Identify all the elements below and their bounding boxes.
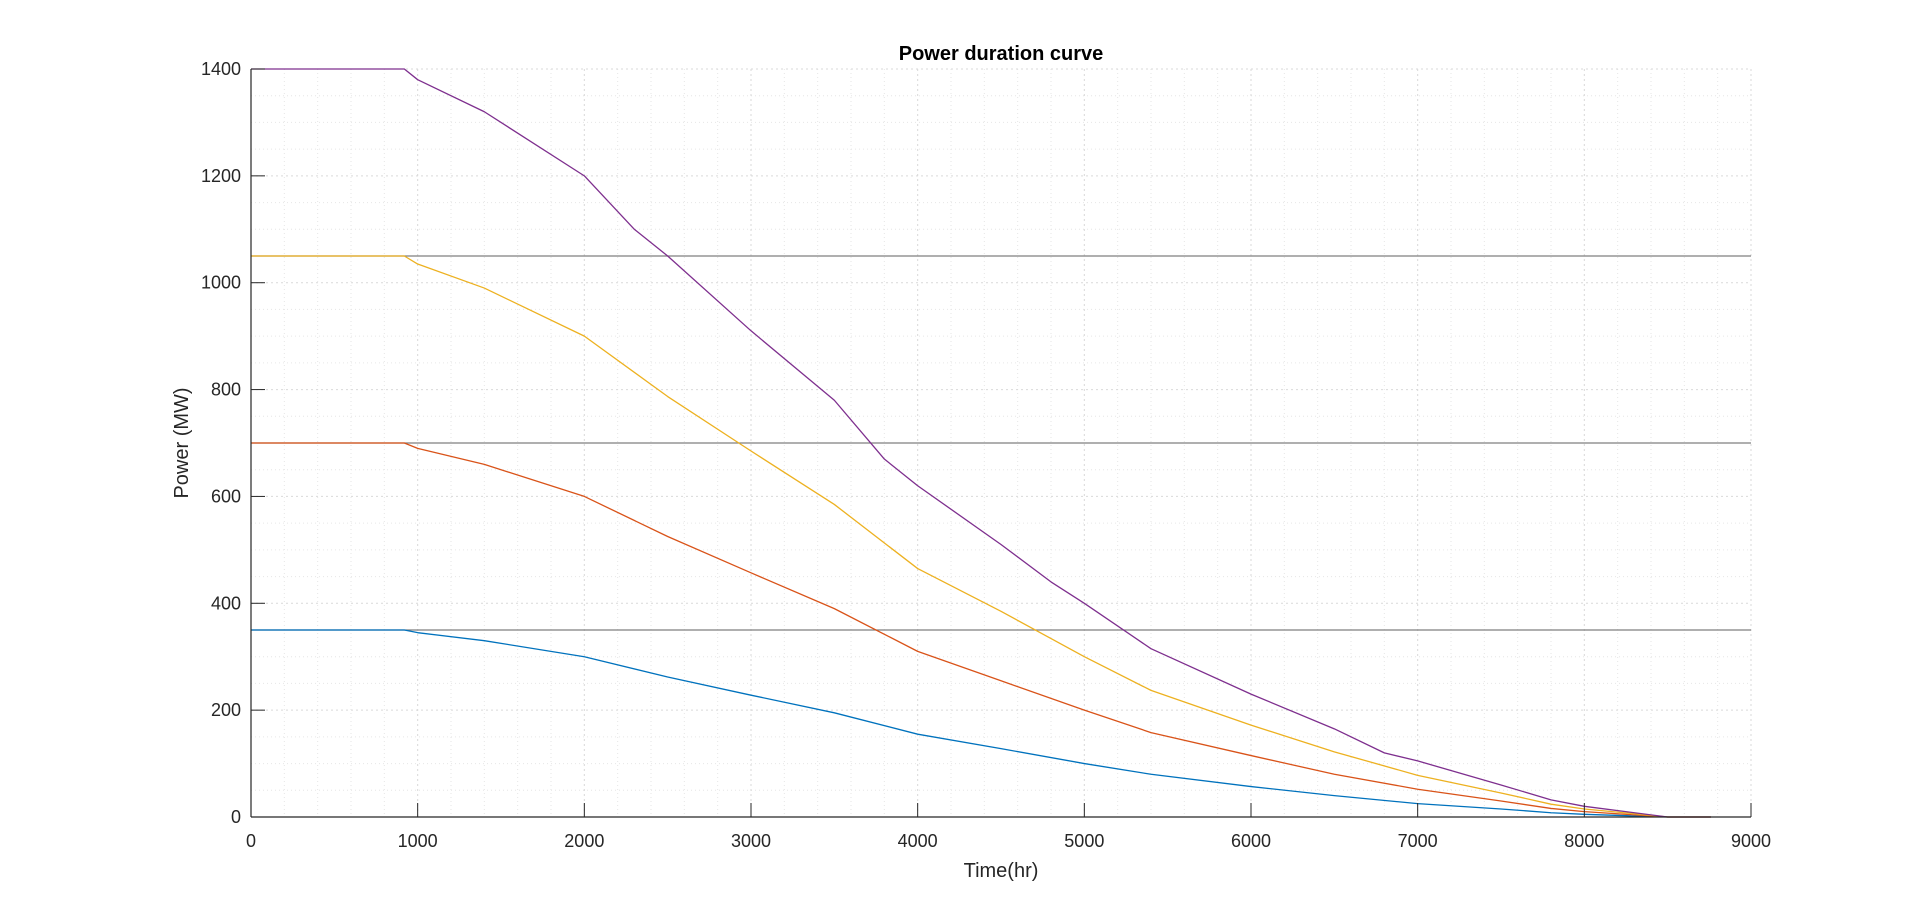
- x-tick-label: 9000: [1731, 831, 1771, 851]
- x-axis-label: Time(hr): [964, 860, 1039, 882]
- x-tick-label: 3000: [731, 831, 771, 851]
- minor-grid: [251, 69, 1751, 817]
- x-tick-label: 4000: [898, 831, 938, 851]
- y-tick-label: 1400: [201, 59, 241, 79]
- x-tick-label: 1000: [398, 831, 438, 851]
- x-tick-label: 0: [246, 831, 256, 851]
- y-tick-label: 600: [211, 486, 241, 506]
- x-tick-label: 7000: [1398, 831, 1438, 851]
- axes: [250, 69, 1751, 818]
- series-line-3: [251, 255, 1711, 818]
- x-tick-label: 6000: [1231, 831, 1271, 851]
- series-line-4: [251, 68, 1711, 818]
- series-lines: [251, 68, 1711, 818]
- x-tick-label: 8000: [1564, 831, 1604, 851]
- reference-lines: [251, 255, 1751, 631]
- x-tick-label: 5000: [1064, 831, 1104, 851]
- y-tick-label: 1200: [201, 166, 241, 186]
- y-tick-label: 1000: [201, 273, 241, 293]
- y-tick-label: 0: [231, 807, 241, 827]
- y-tick-label: 200: [211, 700, 241, 720]
- x-tick-label: 2000: [564, 831, 604, 851]
- y-axis-label: Power (MW): [171, 387, 193, 498]
- chart-title: Power duration curve: [899, 43, 1104, 65]
- ticks: 0 1000 2000 3000 4000 5000 6000 7000 8000 9000 0 20…: [201, 59, 1771, 851]
- series-line-1: [251, 629, 1711, 818]
- series-line-2: [251, 442, 1711, 818]
- y-tick-label: 400: [211, 593, 241, 613]
- y-tick-label: 800: [211, 380, 241, 400]
